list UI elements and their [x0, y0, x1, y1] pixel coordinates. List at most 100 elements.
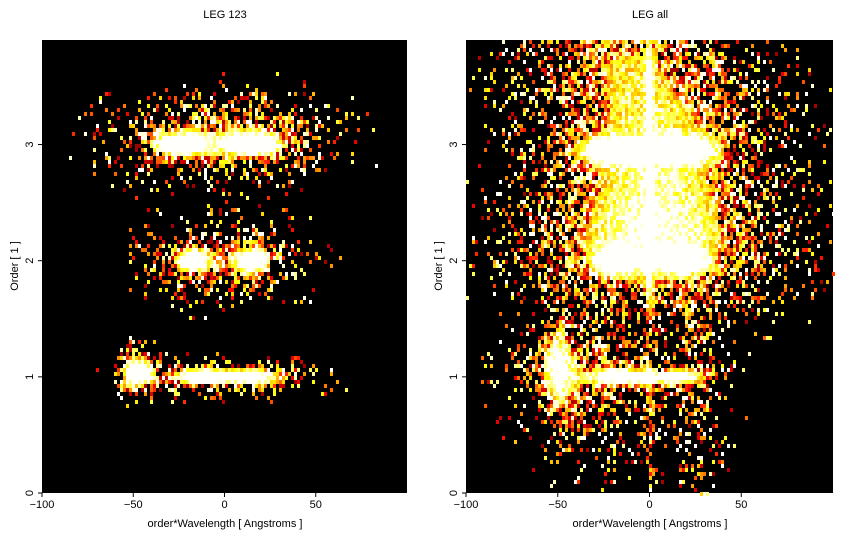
heatmap-cell [673, 212, 676, 216]
heatmap-cell [694, 172, 697, 176]
heatmap-cell [562, 172, 565, 176]
heatmap-cell [658, 188, 661, 192]
heatmap-cell [526, 212, 529, 216]
heatmap-cell [628, 192, 631, 196]
heatmap-cell [207, 372, 210, 376]
heatmap-cell [619, 128, 622, 132]
heatmap-cell [712, 128, 715, 132]
heatmap-cell [267, 260, 270, 264]
heatmap-cell [652, 160, 655, 164]
heatmap-cell [598, 136, 601, 140]
heatmap-cell [198, 276, 201, 280]
heatmap-cell [231, 304, 234, 308]
heatmap-cell [574, 216, 577, 220]
heatmap-cell [592, 84, 595, 88]
heatmap-cell [715, 108, 718, 112]
heatmap-cell [123, 140, 126, 144]
heatmap-cell [177, 168, 180, 172]
heatmap-cell [613, 60, 616, 64]
heatmap-cell [574, 164, 577, 168]
heatmap-cell [739, 188, 742, 192]
heatmap-cell [231, 240, 234, 244]
heatmap-cell [234, 156, 237, 160]
heatmap-cell [571, 164, 574, 168]
heatmap-cell [748, 128, 751, 132]
heatmap-cell [697, 136, 700, 140]
heatmap-cell [679, 44, 682, 48]
heatmap-cell [604, 212, 607, 216]
heatmap-cell [589, 40, 592, 44]
heatmap-cell [703, 212, 706, 216]
heatmap-cell [649, 224, 652, 228]
heatmap-cell [640, 208, 643, 212]
heatmap-cell [523, 176, 526, 180]
heatmap-cell [745, 176, 748, 180]
heatmap-cell [168, 132, 171, 136]
heatmap-cell [189, 380, 192, 384]
heatmap-cell [258, 384, 261, 388]
heatmap-cell [586, 96, 589, 100]
heatmap-cell [108, 92, 111, 96]
heatmap-cell [607, 172, 610, 176]
heatmap-cell [216, 276, 219, 280]
heatmap-cell [189, 164, 192, 168]
heatmap-cell [207, 136, 210, 140]
heatmap-cell [616, 76, 619, 80]
heatmap-cell [724, 164, 727, 168]
heatmap-cell [619, 96, 622, 100]
heatmap-cell [601, 144, 604, 148]
heatmap-cell [715, 220, 718, 224]
heatmap-cell [318, 256, 321, 260]
heatmap-cell [571, 136, 574, 140]
heatmap-cell [222, 400, 225, 404]
heatmap-cell [330, 152, 333, 156]
heatmap-cell [715, 60, 718, 64]
heatmap-cell [228, 252, 231, 256]
heatmap-cell [739, 140, 742, 144]
heatmap-cell [231, 136, 234, 140]
heatmap-cell [547, 172, 550, 176]
heatmap-cell [682, 44, 685, 48]
heatmap-cell [625, 112, 628, 116]
heatmap-cell [697, 56, 700, 60]
heatmap-cell [571, 112, 574, 116]
heatmap-cell [739, 144, 742, 148]
heatmap-cell [526, 108, 529, 112]
heatmap-cell [688, 168, 691, 172]
heatmap-cell [658, 224, 661, 228]
heatmap-cell [168, 364, 171, 368]
heatmap-cell [294, 104, 297, 108]
heatmap-cell [168, 156, 171, 160]
heatmap-cell [670, 204, 673, 208]
heatmap-cell [141, 136, 144, 140]
heatmap-cell [171, 132, 174, 136]
heatmap-cell [712, 64, 715, 68]
heatmap-cell [688, 144, 691, 148]
heatmap-cell [649, 160, 652, 164]
heatmap-cell [664, 216, 667, 220]
heatmap-cell [198, 260, 201, 264]
heatmap-cell [658, 100, 661, 104]
heatmap-cell [706, 124, 709, 128]
heatmap-cell [132, 380, 135, 384]
heatmap-cell [249, 380, 252, 384]
heatmap-cell [150, 360, 153, 364]
heatmap-cell [598, 228, 601, 232]
heatmap-cell [685, 224, 688, 228]
heatmap-cell [541, 168, 544, 172]
heatmap-cell [297, 160, 300, 164]
heatmap-cell [661, 180, 664, 184]
heatmap-cell [604, 124, 607, 128]
heatmap-cell [186, 132, 189, 136]
heatmap-cell [667, 196, 670, 200]
heatmap-cell [270, 124, 273, 128]
heatmap-cell [204, 172, 207, 176]
heatmap-cell [345, 112, 348, 116]
heatmap-cell [279, 140, 282, 144]
heatmap-cell [171, 256, 174, 260]
heatmap-cell [505, 68, 508, 72]
heatmap-cell [216, 260, 219, 264]
heatmap-cell [264, 136, 267, 140]
heatmap-cell [523, 44, 526, 48]
heatmap-cell [694, 76, 697, 80]
